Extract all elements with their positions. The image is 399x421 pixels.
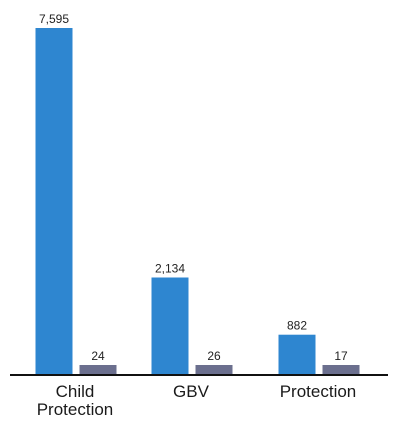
data-label-series1-2: 882: [287, 319, 307, 333]
bar-series1-0: [35, 28, 73, 375]
data-label-series2-1: 26: [207, 349, 221, 363]
bar-series2-1: [195, 365, 233, 375]
bar-series1-1: [151, 277, 189, 375]
data-label-series2-0: 24: [91, 349, 105, 363]
data-label-series1-1: 2,134: [155, 262, 185, 276]
category-label-2-line0: Protection: [280, 382, 357, 401]
data-label-series2-2: 17: [334, 349, 348, 363]
bars-layer: [35, 28, 360, 375]
bar-series2-2: [322, 365, 360, 375]
category-label-0-line1: Protection: [37, 400, 114, 419]
data-label-series1-0: 7,595: [39, 12, 69, 26]
bar-series2-0: [79, 365, 117, 375]
data-labels-layer: 7,595 2,134 882 24 26 17: [39, 12, 348, 363]
category-label-0-line0: Child: [56, 382, 95, 401]
bar-series1-2: [278, 334, 316, 375]
category-label-1-line0: GBV: [173, 382, 210, 401]
